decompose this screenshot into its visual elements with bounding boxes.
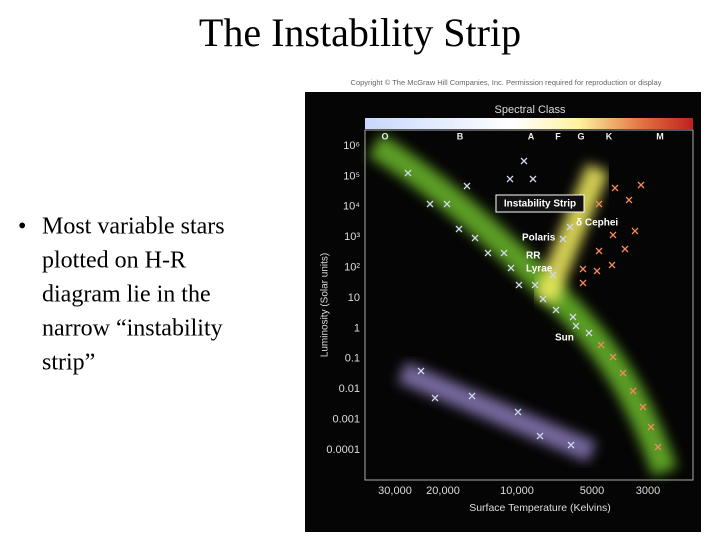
hr-diagram: Copyright © The McGraw Hill Companies, I…	[305, 78, 701, 532]
spectral-class: B	[457, 131, 464, 141]
x-tick-label: 30,000	[378, 485, 412, 497]
y-axis-label: Luminosity (Solar units)	[320, 253, 331, 357]
bullet-text: Most variable stars plotted on H-R diagram…	[42, 214, 225, 376]
y-tick-label: 0.1	[345, 353, 360, 365]
annotation: Sun	[555, 333, 574, 344]
spectral-class: K	[606, 131, 613, 141]
bullet-line: diagram lie in the	[42, 282, 211, 308]
y-tick-label: 1	[354, 322, 360, 334]
spectral-bar	[365, 118, 693, 129]
annotation: δ Cephei	[576, 218, 618, 229]
spectral-label: Spectral Class	[495, 104, 566, 116]
spectral-class: F	[555, 131, 561, 141]
instability-band	[533, 163, 610, 305]
bullet-line: strip”	[42, 350, 95, 376]
annotation: Instability Strip	[504, 199, 576, 210]
y-tick-label: 10⁴	[343, 201, 360, 213]
bullet-line: plotted on H-R	[42, 248, 186, 274]
spectral-class: M	[656, 131, 664, 141]
x-tick-label: 5000	[580, 485, 604, 497]
bullet-marker: •	[18, 214, 26, 240]
white-dwarf-band	[397, 361, 597, 463]
stars	[404, 157, 662, 451]
annotation: Lyrae	[526, 264, 553, 275]
bullet-line: Most variable stars	[42, 214, 225, 240]
y-tick-label: 10⁶	[343, 140, 360, 152]
y-tick-label: 0.01	[339, 383, 360, 395]
x-tick-label: 3000	[636, 485, 660, 497]
spectral-class: G	[577, 131, 584, 141]
title: The Instability Strip	[199, 10, 521, 55]
figure-labels: O B A F G K M 10⁶ 10⁵ 10⁴ 10³ 10² 10 1 0.1 0.01 0.001 0.0…	[326, 131, 663, 497]
spectral-class: A	[528, 131, 535, 141]
bullet-line: narrow “instability	[42, 316, 223, 342]
y-tick-label: 10⁵	[343, 170, 360, 182]
main-sequence	[368, 133, 678, 477]
y-tick-label: 10³	[344, 231, 360, 243]
annotation: Polaris	[522, 233, 556, 244]
y-tick-label: 10	[348, 292, 360, 304]
strip-label-box	[495, 194, 585, 213]
y-tick-label: 0.0001	[326, 444, 360, 456]
y-tick-label: 0.001	[332, 414, 360, 426]
copyright: Copyright © The McGraw Hill Companies, I…	[351, 78, 662, 87]
y-tick-label: 10²	[344, 262, 360, 274]
x-tick-label: 20,000	[426, 485, 460, 497]
spectral-class: O	[381, 131, 388, 141]
x-tick-label: 10,000	[500, 485, 534, 497]
annotation: RR	[526, 251, 541, 262]
plot-frame	[364, 129, 694, 481]
figure-background	[305, 92, 701, 532]
x-axis-label: Surface Temperature (Kelvins)	[469, 502, 611, 514]
